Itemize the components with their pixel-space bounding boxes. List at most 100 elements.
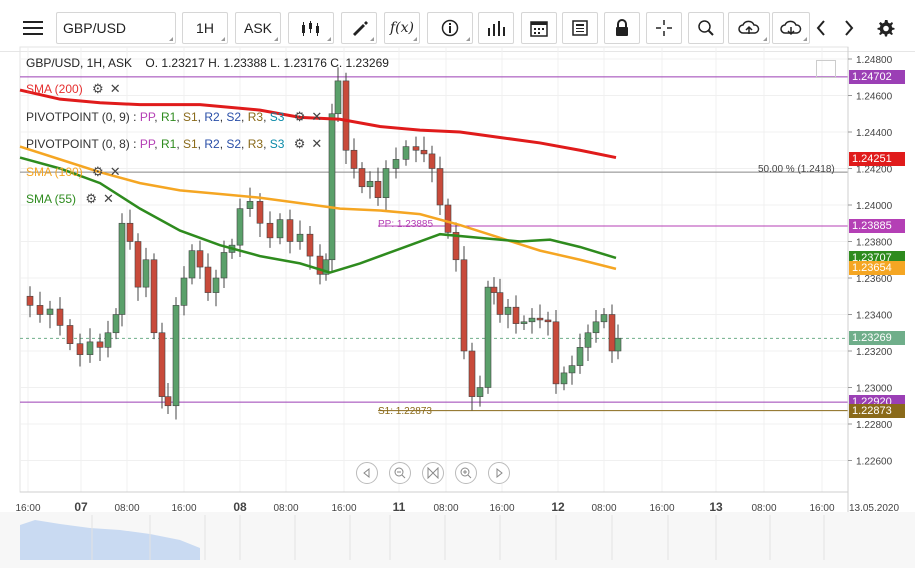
menu-button[interactable]	[18, 12, 48, 44]
volume-button[interactable]	[478, 12, 514, 44]
pp-level-label: PP: 1.23885	[378, 219, 434, 230]
download-button[interactable]	[772, 12, 810, 44]
candle-body	[592, 321, 600, 334]
price-badge: 1.23885	[849, 218, 905, 233]
candle-body	[358, 168, 366, 188]
news-button[interactable]	[562, 12, 598, 44]
candle-body	[568, 365, 576, 374]
x-tick-label: 16:00	[171, 503, 196, 514]
symbol-value: GBP/USD	[63, 20, 127, 36]
pivot-level: PP	[139, 110, 155, 124]
close-icon[interactable]: ✕	[311, 109, 323, 124]
gear-icon[interactable]: ⚙	[85, 191, 98, 206]
candle-body	[266, 222, 274, 239]
timeframe-select[interactable]: 1H	[182, 12, 228, 44]
indicator-sma55[interactable]: SMA (55) ⚙ ✕	[26, 191, 114, 207]
x-tick-label: 08:00	[591, 503, 616, 514]
calendar-icon	[530, 21, 548, 37]
settings-button[interactable]	[874, 12, 898, 44]
candle-body	[490, 286, 498, 293]
crosshair-button[interactable]	[646, 12, 682, 44]
gear-icon[interactable]: ⚙	[293, 136, 306, 151]
candle-body	[306, 233, 314, 257]
indicator-pivot-a[interactable]: PIVOTPOINT (0, 9) : PP, R1, S1, R2, S2, …	[26, 109, 323, 124]
indicators-button[interactable]: f(x)	[384, 12, 420, 44]
lock-button[interactable]	[604, 12, 640, 44]
crosshair-icon	[656, 20, 672, 36]
y-tick-label: 1.24800	[856, 55, 893, 66]
popout-icon[interactable]	[816, 60, 836, 78]
nav-forward-button[interactable]	[488, 462, 510, 484]
toolbar: GBP/USD 1H ASK f(x)	[0, 0, 915, 52]
candles-icon	[302, 21, 319, 36]
scroll-right-button[interactable]	[838, 12, 860, 44]
gear-icon[interactable]: ⚙	[92, 81, 104, 96]
x-tick-label: 16:00	[809, 503, 834, 514]
candle-body	[76, 343, 84, 355]
candle-body	[600, 314, 608, 323]
pivot-level: R1	[160, 137, 177, 151]
candle-body	[504, 306, 512, 315]
gear-icon[interactable]: ⚙	[293, 109, 306, 124]
info-button[interactable]	[427, 12, 473, 44]
candle-body	[468, 350, 476, 397]
hamburger-icon	[23, 21, 43, 35]
nav-zoom-out-button[interactable]	[389, 462, 411, 484]
candle-body	[452, 232, 460, 261]
candle-body	[342, 80, 350, 151]
close-icon[interactable]: ✕	[109, 81, 121, 96]
indicator-pivot-b[interactable]: PIVOTPOINT (0, 8) : PP, R1, S1, R2, S2, …	[26, 136, 323, 151]
y-tick-label: 1.24600	[856, 92, 893, 103]
x-tick-label: 16:00	[489, 503, 514, 514]
zoom-icon	[698, 20, 714, 36]
indicator-sma100[interactable]: SMA (100) ⚙ ✕	[26, 164, 121, 180]
nav-back-button[interactable]	[356, 462, 378, 484]
candle-body	[246, 201, 254, 209]
draw-tool-button[interactable]	[341, 12, 377, 44]
y-tick-label: 1.22600	[856, 457, 893, 468]
pivot-level: PP	[139, 137, 155, 151]
indicator-label: SMA (200)	[26, 82, 83, 96]
axes: 1.24800 1.24600 1.24400 1.24200 1.24000 1.238…	[15, 47, 899, 514]
x-tick-label: 16:00	[331, 503, 356, 514]
chevron-right-icon	[496, 468, 503, 478]
scroll-left-button[interactable]	[810, 12, 832, 44]
upload-button[interactable]	[728, 12, 770, 44]
close-icon[interactable]: ✕	[109, 164, 121, 179]
nav-zoom-in-button[interactable]	[455, 462, 477, 484]
close-icon[interactable]: ✕	[103, 191, 114, 206]
candle-body	[112, 314, 120, 334]
sma100-line	[19, 145, 617, 271]
calendar-button[interactable]	[521, 12, 557, 44]
candle-body	[334, 80, 342, 115]
lock-icon	[616, 19, 628, 36]
sma55-line	[19, 156, 617, 274]
candle-body	[544, 319, 552, 323]
close-icon[interactable]: ✕	[311, 136, 323, 151]
price-side-select[interactable]: ASK	[235, 12, 281, 44]
candle-body	[496, 292, 504, 315]
chart-type-button[interactable]	[288, 12, 334, 44]
candle-body	[104, 332, 112, 348]
candle-body	[56, 308, 64, 326]
y-tick-label: 1.24200	[856, 165, 893, 176]
price-side-value: ASK	[243, 20, 272, 36]
pivot-level: S2	[226, 137, 242, 151]
indicator-label: SMA (100)	[26, 165, 83, 179]
candle-body	[350, 149, 358, 169]
x-tick-label: 11	[393, 500, 406, 514]
candle-body	[520, 321, 528, 324]
candle-body	[584, 332, 592, 348]
news-icon	[572, 20, 588, 36]
fib-label: 50.00 % (1.2418)	[758, 164, 835, 175]
symbol-select[interactable]: GBP/USD	[56, 12, 176, 44]
nav-reset-button[interactable]	[422, 462, 444, 484]
zoom-button[interactable]	[688, 12, 724, 44]
gear-icon[interactable]: ⚙	[92, 164, 104, 179]
candle-body	[560, 372, 568, 385]
info-icon	[441, 19, 459, 37]
indicator-sma200[interactable]: SMA (200) ⚙ ✕	[26, 81, 121, 97]
candle-body	[180, 277, 188, 306]
candle-body	[204, 266, 212, 293]
